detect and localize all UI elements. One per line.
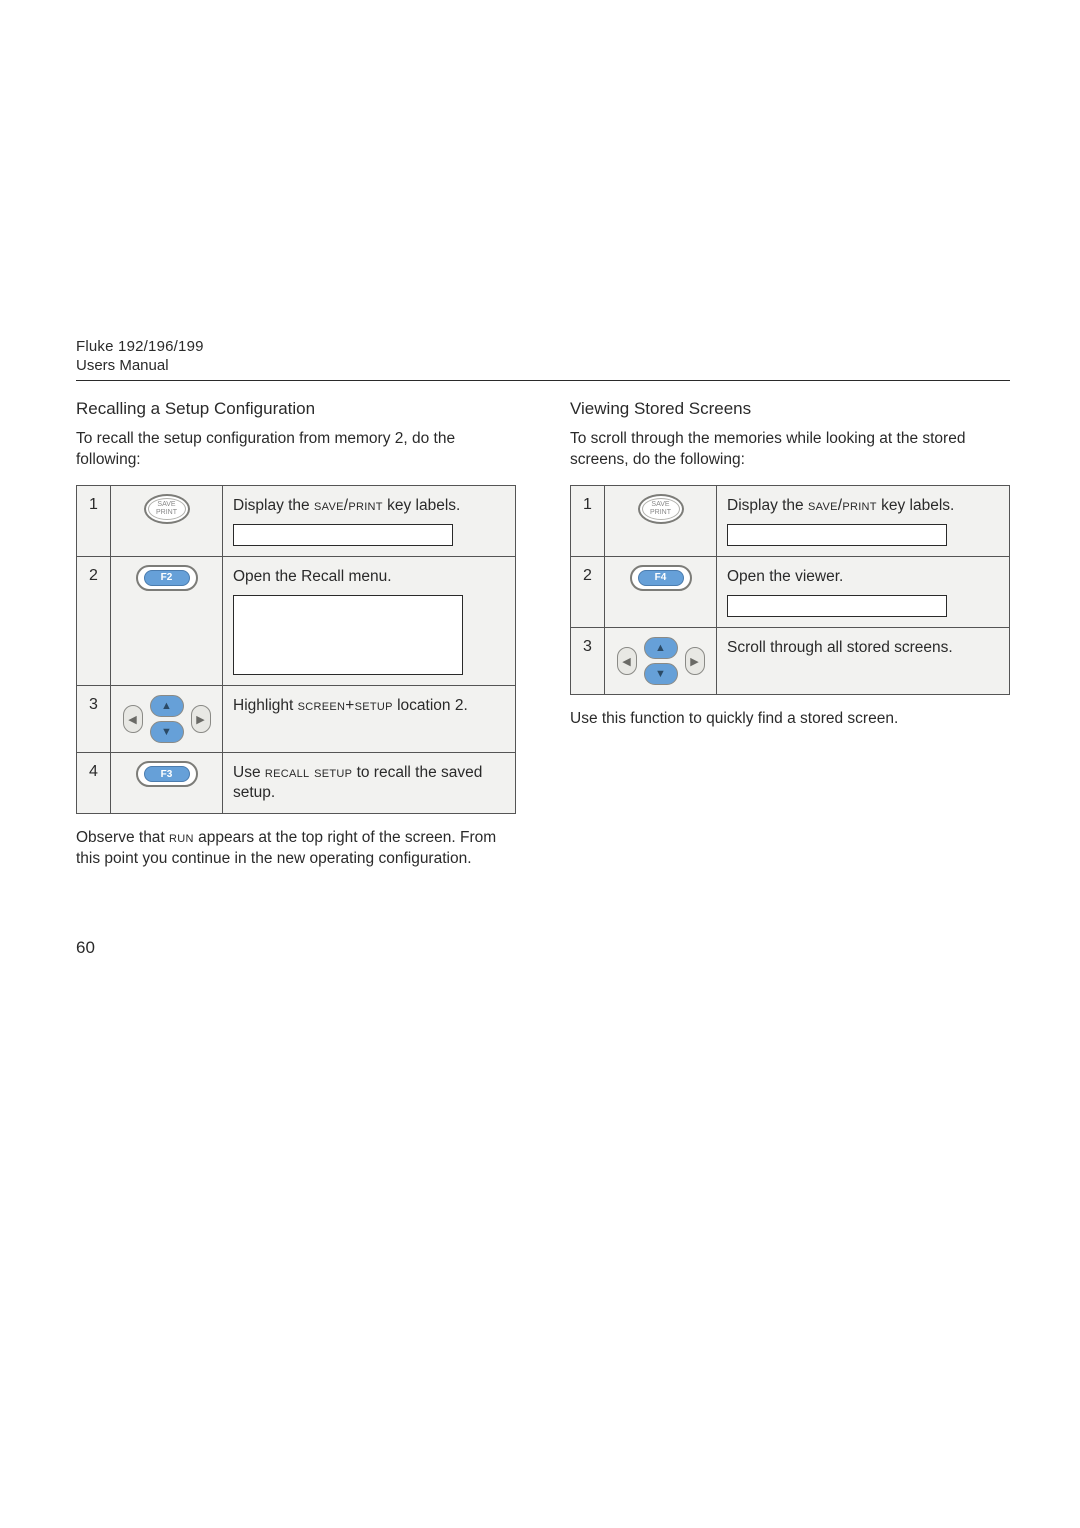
table-row: 4 F3 Use recall setup to recall the save… (77, 753, 516, 814)
step-number: 2 (571, 556, 605, 627)
two-column-layout: Recalling a Setup Configuration To recal… (76, 399, 1010, 870)
menu-placeholder-icon (727, 595, 947, 617)
right-intro-text: To scroll through the memories while loo… (570, 429, 1010, 471)
step-description: Use recall setup to recall the saved set… (223, 753, 516, 814)
arrow-right-icon: ▶ (685, 647, 705, 675)
step-description: Highlight screen+setup location 2. (223, 686, 516, 753)
page-number: 60 (76, 938, 95, 958)
desc-smallcaps: recall setup (265, 764, 352, 781)
menu-placeholder-icon (727, 524, 947, 546)
save-print-button-icon: SAVEPRINT (638, 494, 684, 524)
left-column: Recalling a Setup Configuration To recal… (76, 399, 516, 870)
left-after-text: Observe that run appears at the top righ… (76, 828, 516, 870)
save-print-button-icon: SAVEPRINT (144, 494, 190, 524)
desc-post: Recall menu. (301, 568, 391, 585)
left-intro-text: To recall the setup configuration from m… (76, 429, 516, 471)
right-column: Viewing Stored Screens To scroll through… (570, 399, 1010, 870)
desc-pre: Open the viewer. (727, 568, 843, 585)
button-cell: F2 (111, 556, 223, 685)
step-number: 1 (77, 485, 111, 556)
product-line: Fluke 192/196/199 (76, 338, 1010, 355)
right-after-text: Use this function to quickly find a stor… (570, 709, 1010, 730)
desc-smallcaps: screen+setup (298, 697, 393, 714)
step-number: 3 (571, 628, 605, 695)
right-section-title: Viewing Stored Screens (570, 399, 1010, 419)
arrow-down-icon: ▼ (150, 721, 184, 743)
step-description: Scroll through all stored screens. (717, 628, 1010, 695)
arrow-down-icon: ▼ (644, 663, 678, 685)
oval-label: SAVEPRINT (642, 498, 680, 520)
table-row: 1 SAVEPRINT Display the save/print key l… (77, 485, 516, 556)
button-cell: SAVEPRINT (605, 485, 717, 556)
step-description: Display the save/print key labels. (223, 485, 516, 556)
button-cell: F3 (111, 753, 223, 814)
button-cell: F4 (605, 556, 717, 627)
step-number: 4 (77, 753, 111, 814)
after-smallcaps: run (169, 829, 194, 846)
f2-key-icon: F2 (136, 565, 198, 591)
manual-label: Users Manual (76, 357, 1010, 374)
step-description: Open the Recall menu. (223, 556, 516, 685)
page-header: Fluke 192/196/199 Users Manual (76, 338, 1010, 381)
button-cell: SAVEPRINT (111, 485, 223, 556)
desc-post: key labels. (877, 497, 955, 514)
nav-arrows-icon: ▲ ▼ ◀ ▶ (119, 694, 215, 744)
step-number: 1 (571, 485, 605, 556)
button-cell: ▲ ▼ ◀ ▶ (605, 628, 717, 695)
left-section-title: Recalling a Setup Configuration (76, 399, 516, 419)
arrow-up-icon: ▲ (644, 637, 678, 659)
desc-smallcaps: save/print (314, 497, 383, 514)
step-description: Display the save/print key labels. (717, 485, 1010, 556)
desc-smallcaps: save/print (808, 497, 877, 514)
oval-label: SAVEPRINT (148, 498, 186, 520)
desc-pre: Highlight (233, 697, 298, 714)
desc-post: location 2. (393, 697, 468, 714)
fkey-label: F3 (144, 766, 190, 782)
step-description: Open the viewer. (717, 556, 1010, 627)
table-row: 3 ▲ ▼ ◀ ▶ Scroll through all stored scre… (571, 628, 1010, 695)
table-row: 2 F2 Open the Recall menu. (77, 556, 516, 685)
desc-post: key labels. (383, 497, 461, 514)
table-row: 1 SAVEPRINT Display the save/print key l… (571, 485, 1010, 556)
f3-key-icon: F3 (136, 761, 198, 787)
arrow-left-icon: ◀ (617, 647, 637, 675)
desc-pre: Scroll through all stored screens. (727, 639, 953, 656)
left-procedure-table: 1 SAVEPRINT Display the save/print key l… (76, 485, 516, 815)
after-pre: Observe that (76, 829, 169, 846)
right-procedure-table: 1 SAVEPRINT Display the save/print key l… (570, 485, 1010, 695)
nav-arrows-icon: ▲ ▼ ◀ ▶ (613, 636, 709, 686)
desc-pre: Display the (233, 497, 314, 514)
manual-page: Fluke 192/196/199 Users Manual Recalling… (0, 0, 1080, 870)
step-number: 3 (77, 686, 111, 753)
menu-placeholder-icon (233, 524, 453, 546)
arrow-right-icon: ▶ (191, 705, 211, 733)
step-number: 2 (77, 556, 111, 685)
fkey-label: F2 (144, 570, 190, 586)
desc-pre: Use (233, 764, 265, 781)
arrow-up-icon: ▲ (150, 695, 184, 717)
f4-key-icon: F4 (630, 565, 692, 591)
desc-pre: Open the (233, 568, 301, 585)
fkey-label: F4 (638, 570, 684, 586)
desc-pre: Display the (727, 497, 808, 514)
table-row: 2 F4 Open the viewer. (571, 556, 1010, 627)
arrow-left-icon: ◀ (123, 705, 143, 733)
menu-placeholder-icon (233, 595, 463, 675)
table-row: 3 ▲ ▼ ◀ ▶ Highlight screen+setup locatio… (77, 686, 516, 753)
button-cell: ▲ ▼ ◀ ▶ (111, 686, 223, 753)
